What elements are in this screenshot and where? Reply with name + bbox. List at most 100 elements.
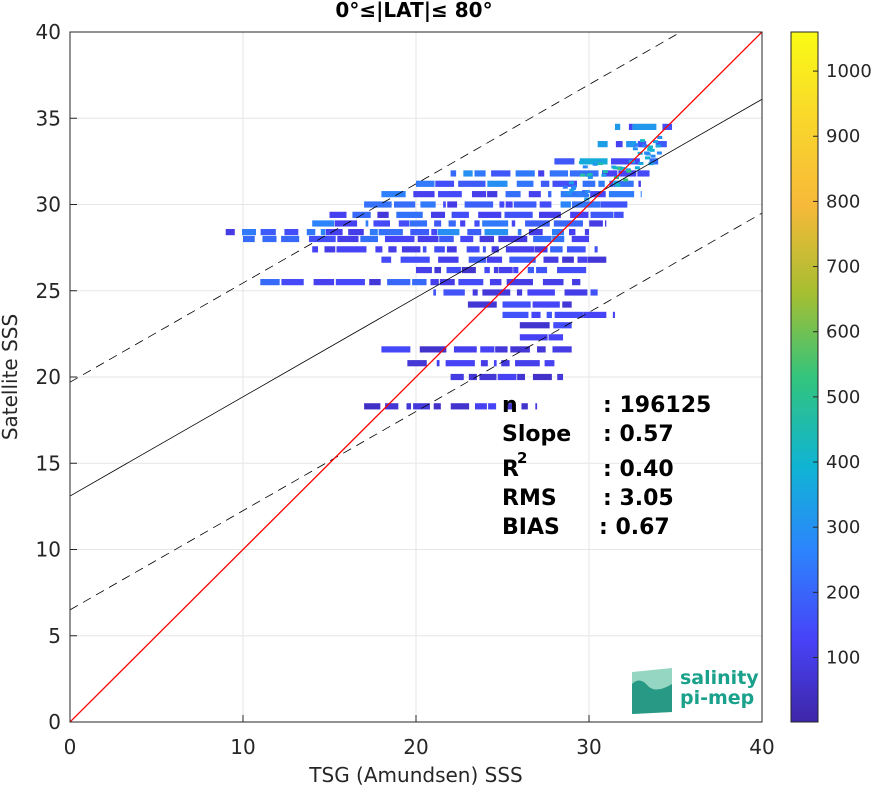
density-cell [562,256,574,263]
density-cell [597,141,608,148]
density-cell [439,279,455,286]
density-cell [538,170,545,177]
density-cell [553,322,572,329]
x-tick-label: 0 [64,735,77,759]
density-cell [430,211,446,218]
density-cell [467,228,482,236]
density-cell [577,256,588,263]
density-cell [409,220,428,227]
density-cell [527,266,534,274]
y-tick-label: 40 [36,20,61,44]
density-cell [413,191,435,198]
density-cell [369,228,378,236]
density-cell [480,346,495,353]
y-tick-label: 25 [36,279,61,303]
density-cell [519,322,550,329]
density-hotspot-cell [584,197,590,201]
density-cell [543,256,559,263]
density-cell [458,279,484,286]
density-cell [569,228,576,236]
density-cell [381,256,392,263]
density-cell [422,246,427,253]
density-hotspot-cell [641,144,647,148]
density-cell [387,279,411,286]
stat-bias-value: : 0.67 [599,515,670,540]
density-cell [504,403,514,410]
density-cell [360,235,378,243]
density-cell [498,235,528,243]
density-cell [474,220,480,227]
density-hotspot-cell [597,162,603,166]
density-cell [306,228,316,236]
density-cell [582,180,596,187]
density-cell [416,266,432,274]
density-cell [377,211,389,218]
density-cell [447,201,458,208]
density-cell [632,123,657,130]
density-hotspot-cell [582,190,588,194]
colorbar-tick-label: 400 [826,452,860,473]
density-cell [401,246,421,253]
density-cell [410,228,430,236]
density-cell [489,279,502,286]
density-cell [478,211,502,218]
density-cell [566,246,586,253]
density-cell [516,180,534,187]
density-hotspot-cell [586,173,592,177]
density-cell [443,201,446,208]
y-axis-title: Satellite SSS [0,314,22,440]
colorbar-tick-label: 200 [826,582,860,603]
density-cell [329,211,347,218]
density-cell [334,220,358,227]
density-cell [521,403,528,410]
density-cell [438,191,462,198]
density-cell [450,403,470,410]
density-hotspot-cell [571,186,577,190]
density-cell [539,201,552,208]
density-cell [540,180,550,187]
stat-slope-label: Slope [502,422,571,447]
stat-rms-label: RMS [502,486,557,511]
density-cell [448,220,456,227]
density-cell [438,256,459,263]
density-hotspot-cell [657,135,663,139]
density-hotspot-cell [569,188,575,192]
y-tick-label: 15 [36,451,61,475]
density-hotspot-cell [580,173,586,177]
density-cell [369,279,381,286]
density-cell [572,201,601,208]
density-hotspot-cell [647,147,653,151]
density-hotspot-cell [620,166,626,170]
colorbar-tick-label: 300 [826,517,860,538]
density-cell [552,235,565,243]
density-cell [487,191,498,198]
density-cell [381,346,411,353]
density-cell [225,228,235,236]
density-cell [504,211,533,218]
density-hotspot-cell [584,193,590,197]
density-cell [437,228,460,236]
density-cell [511,220,516,227]
density-cell [474,170,486,177]
density-cell [557,373,564,381]
density-cell [539,211,561,218]
density-hotspot-cell [645,156,651,160]
density-hotspot-cell [656,151,662,155]
density-cell [446,246,457,253]
density-cell [551,228,564,236]
density-cell [468,256,487,263]
density-hotspot-cell [653,140,659,144]
density-cell [609,180,614,187]
density-cell [501,360,510,367]
density-cell [513,201,537,208]
density-cell [614,123,621,130]
colorbar-tick-label: 600 [826,322,860,343]
density-cell [527,289,555,296]
density-cell [528,228,543,236]
density-cell [480,360,488,367]
density-cell [419,346,447,353]
density-cell [564,289,588,296]
density-cell [460,220,466,227]
density-hotspot-cell [602,170,608,174]
density-hotspot-cell [644,151,650,155]
